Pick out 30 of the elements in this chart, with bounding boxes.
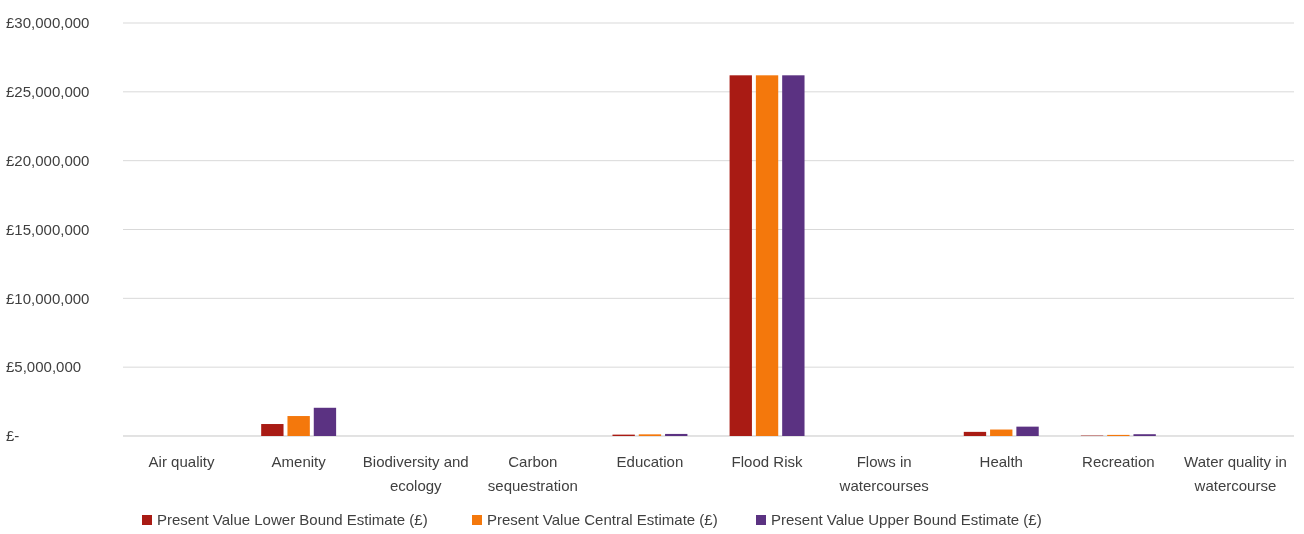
x-tick-label: Flows in watercourses <box>838 453 929 494</box>
bar <box>1016 426 1039 436</box>
x-tick-label: Amenity <box>271 453 327 470</box>
y-tick-label: £- <box>6 427 20 445</box>
bar <box>729 75 752 436</box>
y-tick-label: £15,000,000 <box>6 220 90 238</box>
bar <box>665 433 688 436</box>
y-tick-label: £10,000,000 <box>6 289 90 307</box>
x-tick-label: Water quality in watercourse <box>1184 453 1287 494</box>
bar <box>782 75 805 436</box>
bar <box>755 75 779 436</box>
y-tick-label: £25,000,000 <box>6 83 90 101</box>
bar <box>990 429 1013 436</box>
bar <box>261 424 284 436</box>
bar <box>313 407 337 436</box>
x-tick-label: Education <box>616 453 684 470</box>
y-tick-label: £30,000,000 <box>6 14 90 32</box>
bar <box>963 431 987 436</box>
y-tick-label: £20,000,000 <box>6 151 90 169</box>
legend-label: Present Value Upper Bound Estimate (£) <box>771 511 1042 528</box>
y-tick-label: £5,000,000 <box>6 358 82 376</box>
legend-label: Present Value Central Estimate (£) <box>487 511 718 528</box>
bar <box>287 416 310 436</box>
x-tick-label: Biodiversity and ecology <box>362 453 469 494</box>
legend-label: Present Value Lower Bound Estimate (£) <box>157 511 428 528</box>
x-tick-label: Carbon sequestration <box>487 453 578 494</box>
x-tick-label: Air quality <box>148 453 215 470</box>
x-tick-label: Recreation <box>1082 453 1155 470</box>
x-tick-label: Health <box>979 453 1023 470</box>
x-tick-label: Flood Risk <box>731 453 803 470</box>
